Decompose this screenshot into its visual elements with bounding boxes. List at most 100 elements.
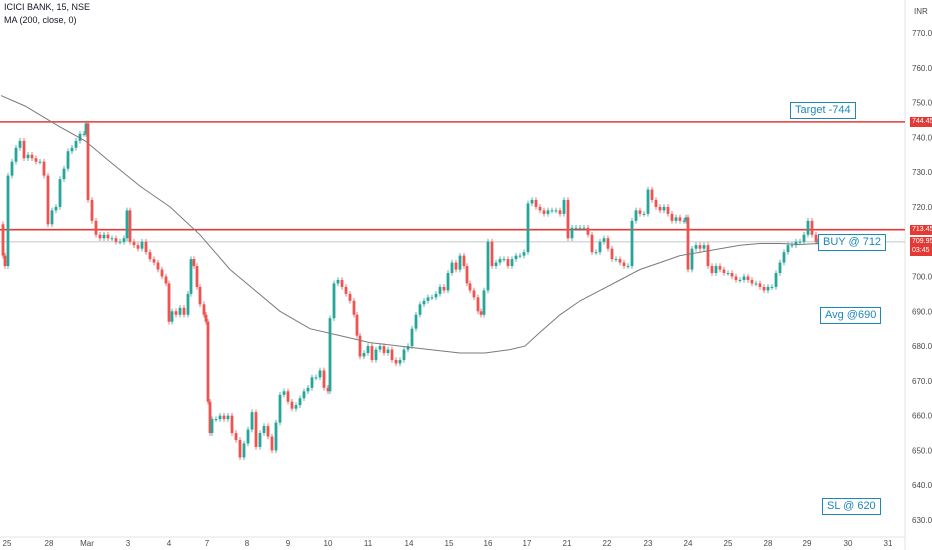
x-tick-label: 3 <box>126 539 131 548</box>
candle-body <box>798 241 802 243</box>
candle-body <box>774 273 778 287</box>
candle-body <box>366 346 370 354</box>
candle-body <box>465 266 469 284</box>
candle-body <box>290 401 294 409</box>
currency-label: INR <box>914 7 928 16</box>
candle-body <box>438 286 442 294</box>
y-tick-label: 740.00 <box>912 133 932 142</box>
candle-body <box>718 266 722 270</box>
candle-body <box>50 210 54 225</box>
candle-body <box>550 210 554 212</box>
candle-body <box>218 415 222 420</box>
candle-body <box>790 245 794 247</box>
candle-body <box>386 349 390 354</box>
candle-body <box>698 245 702 249</box>
x-tick-label: 21 <box>563 539 572 548</box>
x-tick-label: 10 <box>324 539 333 548</box>
candle-body <box>274 422 278 451</box>
candle-body <box>210 419 214 434</box>
candle-body <box>742 276 746 280</box>
x-tick-label: 30 <box>844 539 853 548</box>
candle-body <box>202 304 206 315</box>
candle-body <box>328 318 332 392</box>
candle-body <box>340 279 344 287</box>
candle-body <box>458 255 462 270</box>
x-tick-label: 15 <box>445 539 454 548</box>
x-tick-label: Mar <box>80 539 94 548</box>
annotation-label[interactable]: BUY @ 712 <box>818 233 887 251</box>
annotation-label[interactable]: Avg @690 <box>820 306 882 324</box>
candle-body <box>602 238 606 242</box>
candle-body <box>3 255 7 267</box>
candle-body <box>534 199 538 207</box>
candle-body <box>586 227 590 235</box>
candle-body <box>590 234 594 253</box>
candle-body <box>54 206 58 211</box>
candle-body <box>730 273 734 277</box>
candle-body <box>398 359 402 364</box>
candle-body <box>208 401 212 434</box>
candle-body <box>816 241 820 243</box>
x-tick-label: 23 <box>644 539 653 548</box>
x-tick-label: 25 <box>3 539 12 548</box>
candle-body <box>702 245 706 249</box>
candle-body <box>74 140 78 148</box>
candle-body <box>802 234 806 242</box>
candle-body <box>336 279 340 284</box>
candle-body <box>374 349 378 360</box>
annotation-label[interactable]: SL @ 620 <box>822 498 881 516</box>
price-badge: 03:45 <box>910 246 932 257</box>
candle-body <box>610 248 614 260</box>
candle-body <box>486 241 490 291</box>
candle-body <box>294 405 298 409</box>
candle-body <box>262 426 266 434</box>
candle-body <box>90 199 94 221</box>
candle-body <box>410 328 414 347</box>
candle-body <box>482 290 486 315</box>
candle-body <box>694 245 698 249</box>
candle-body <box>270 436 274 451</box>
annotation-label[interactable]: Target -744 <box>790 101 856 119</box>
candle-body <box>554 210 558 212</box>
candle-body <box>62 168 66 180</box>
candle-body <box>174 311 178 315</box>
candle-body <box>42 161 46 176</box>
candle-body <box>686 217 690 270</box>
candle-body <box>706 245 710 267</box>
candle-body <box>786 245 790 253</box>
candle-body <box>370 346 374 360</box>
candle-body <box>182 307 186 315</box>
x-tick-label: 8 <box>245 539 250 548</box>
candle-body <box>1 224 5 256</box>
candle-body <box>714 266 718 274</box>
candle-body <box>666 206 670 214</box>
candle-body <box>426 297 430 301</box>
candle-body <box>355 314 359 336</box>
x-tick-label: 14 <box>405 539 414 548</box>
candle-body <box>82 133 86 135</box>
candle-body <box>94 220 98 235</box>
candle-body <box>14 147 18 162</box>
candle-body <box>118 241 122 243</box>
candle-body <box>442 286 446 291</box>
candle-body <box>214 419 218 421</box>
candle-body <box>136 245 140 249</box>
candle-body <box>78 133 82 141</box>
candle-body <box>514 255 518 260</box>
candle-body <box>125 210 129 239</box>
candle-body <box>110 238 114 240</box>
candle-body <box>318 370 322 378</box>
y-tick-label: 700.00 <box>912 273 932 282</box>
candle-body <box>84 123 88 134</box>
candle-body <box>266 426 270 437</box>
candle-body <box>662 206 666 211</box>
candle-body <box>195 266 199 287</box>
candle-body <box>167 283 171 322</box>
x-tick-label: 25 <box>724 539 733 548</box>
candle-body <box>302 391 306 399</box>
candle-body <box>682 220 686 222</box>
candle-body <box>222 415 226 420</box>
candle-body <box>574 227 578 229</box>
candle-body <box>472 290 476 298</box>
